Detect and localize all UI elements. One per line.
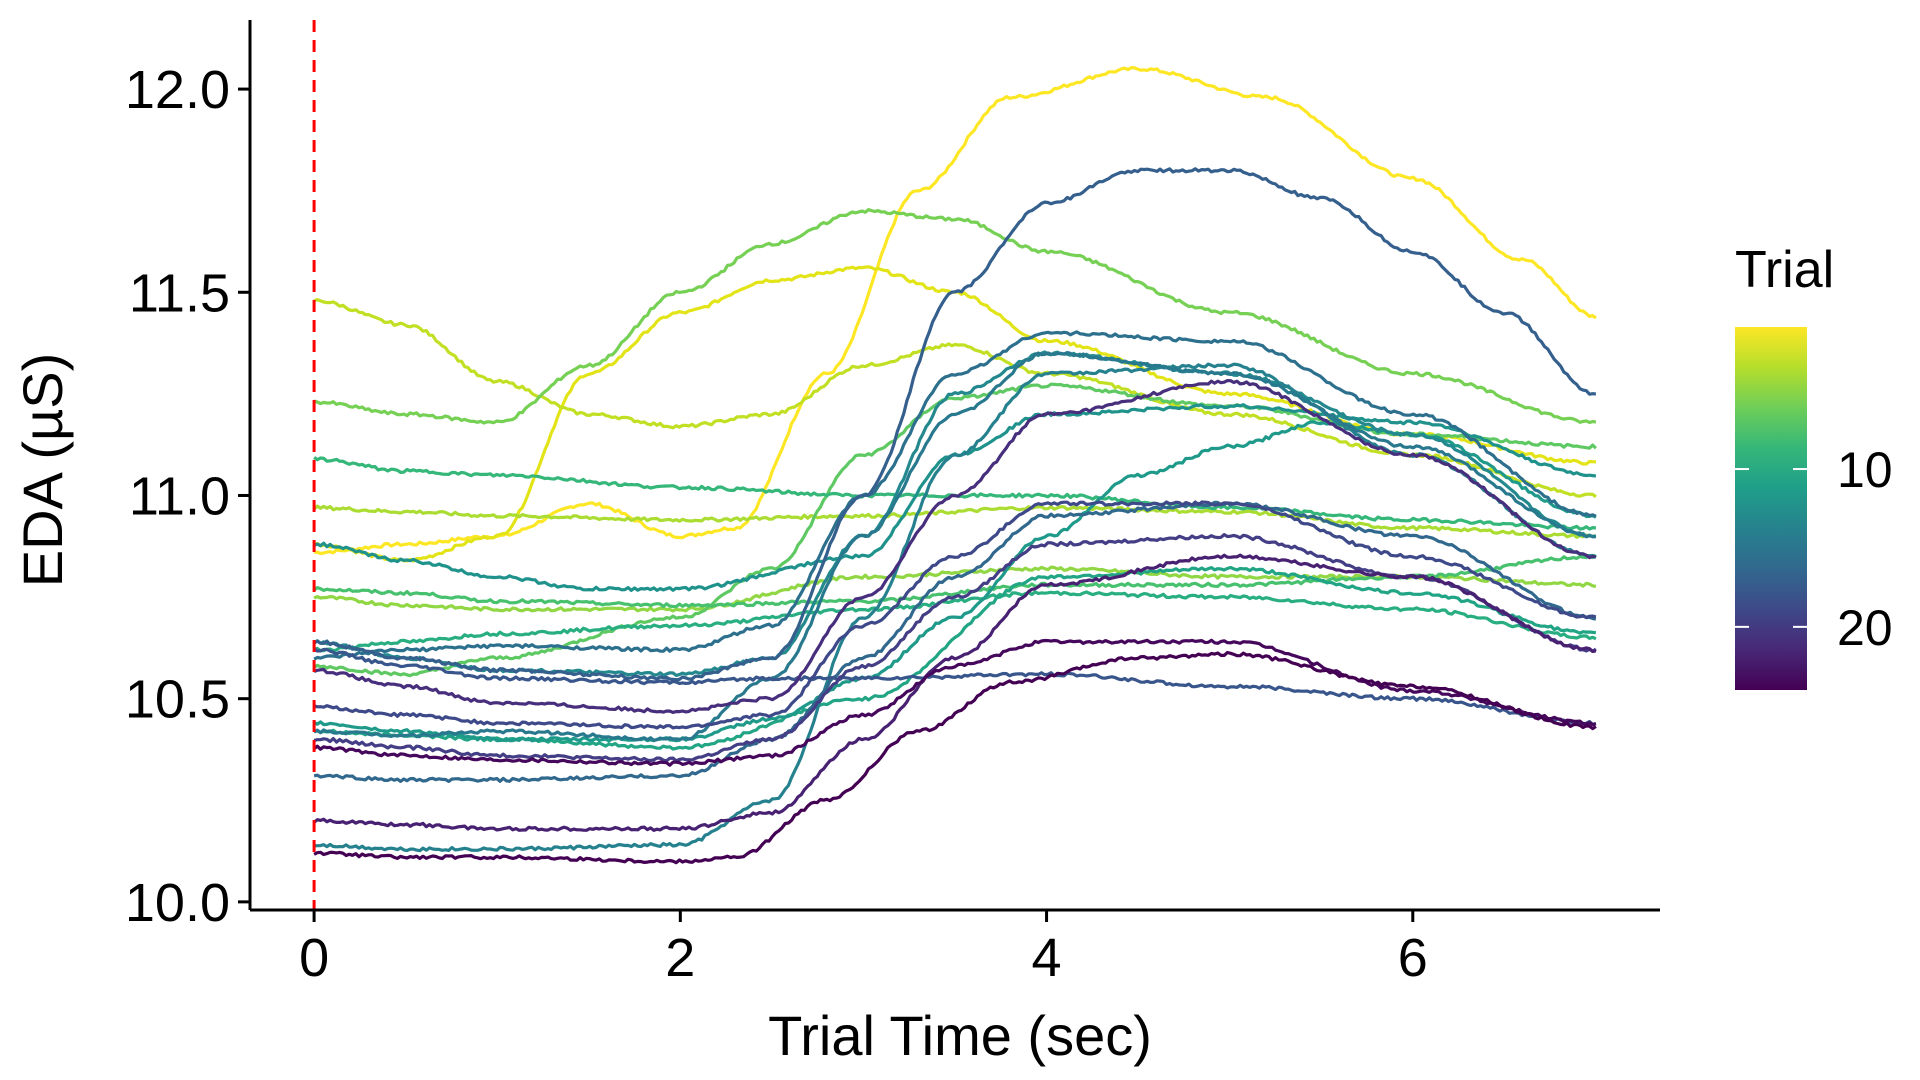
x-tick-label: 6 [1398,928,1428,988]
series-line-trial-20 [313,647,1597,726]
x-tick-label: 2 [665,928,695,988]
series-line-trial-1 [313,66,1597,556]
series-line-trial-3 [313,298,1597,499]
series-line-trial-10 [313,590,1597,653]
series-line-trial-5 [313,565,1597,613]
series-line-trial-15 [314,362,1597,853]
series-line-trial-26 [313,650,1597,865]
y-axis-ticks: 10.0 10.5 11.0 11.5 12.0 [125,60,250,933]
x-tick-label: 4 [1032,928,1062,988]
legend-colorbar: Trial 10 20 [1735,241,1893,690]
series-line-trial-22 [313,533,1597,763]
series-line-trial-4 [312,504,1597,539]
series-line-trial-23 [313,379,1597,714]
series-line-trial-9 [313,456,1597,531]
x-axis-ticks: 0 2 4 6 [299,910,1428,988]
series-line-trial-25 [313,638,1597,767]
y-tick-label: 12.0 [125,60,230,120]
series-line-trial-18 [313,500,1597,783]
series-line-trial-8 [313,553,1597,609]
y-tick-label: 11.0 [129,466,230,526]
colorbar-tick-label: 10 [1837,442,1893,498]
y-tick-label: 10.0 [125,873,230,933]
series-line-trial-7 [313,382,1598,678]
colorbar [1735,327,1807,690]
x-axis-label: Trial Time (sec) [768,1004,1152,1067]
y-tick-label: 11.5 [129,263,230,323]
colorbar-tick-label: 20 [1837,600,1893,656]
y-tick-label: 10.5 [125,670,230,730]
series-line-trial-12 [313,420,1597,743]
series-layer [312,66,1598,865]
series-line-trial-19 [313,167,1597,682]
x-tick-label: 0 [299,928,329,988]
series-line-trial-17 [313,330,1597,661]
series-line-trial-6 [313,208,1597,425]
series-line-trial-24 [313,553,1597,832]
colorbar-ticks: 10 20 [1735,442,1893,656]
series-line-trial-16 [313,350,1596,742]
y-axis-label: EDA (µS) [11,353,74,588]
series-line-trial-21 [313,500,1597,730]
legend-title: Trial [1735,241,1834,299]
